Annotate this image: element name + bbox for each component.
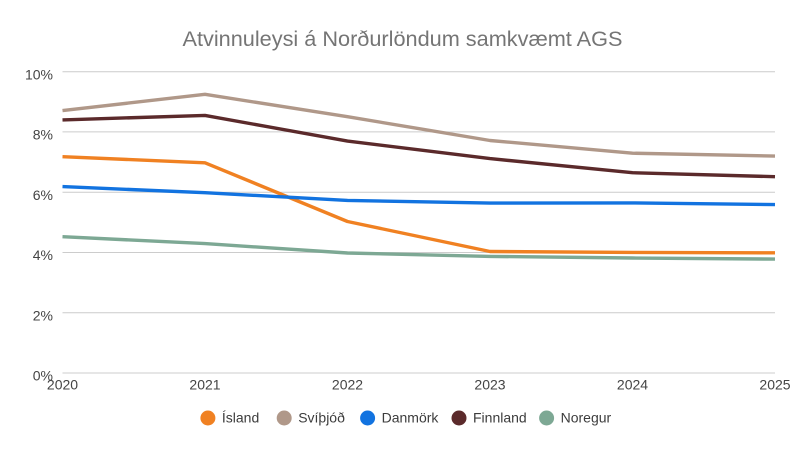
svg-text:10%: 10% bbox=[25, 66, 53, 82]
svg-text:Ísland: Ísland bbox=[222, 410, 259, 426]
svg-text:8%: 8% bbox=[33, 127, 53, 143]
svg-text:2025: 2025 bbox=[759, 377, 790, 393]
svg-text:2022: 2022 bbox=[332, 377, 363, 393]
svg-text:4%: 4% bbox=[33, 247, 53, 263]
svg-text:Noregur: Noregur bbox=[561, 410, 612, 426]
svg-text:Svíþjóð: Svíþjóð bbox=[298, 410, 345, 426]
svg-text:2020: 2020 bbox=[47, 377, 78, 393]
svg-text:0%: 0% bbox=[33, 368, 53, 384]
svg-text:Finnland: Finnland bbox=[473, 410, 527, 426]
svg-text:Atvinnuleysi á Norðurlöndum sa: Atvinnuleysi á Norðurlöndum samkvæmt AGS bbox=[183, 26, 623, 51]
svg-text:2021: 2021 bbox=[189, 377, 220, 393]
svg-text:2024: 2024 bbox=[617, 377, 648, 393]
svg-text:2023: 2023 bbox=[474, 377, 505, 393]
svg-text:2%: 2% bbox=[33, 307, 53, 323]
svg-text:Danmörk: Danmörk bbox=[382, 410, 440, 426]
svg-text:6%: 6% bbox=[33, 187, 53, 203]
